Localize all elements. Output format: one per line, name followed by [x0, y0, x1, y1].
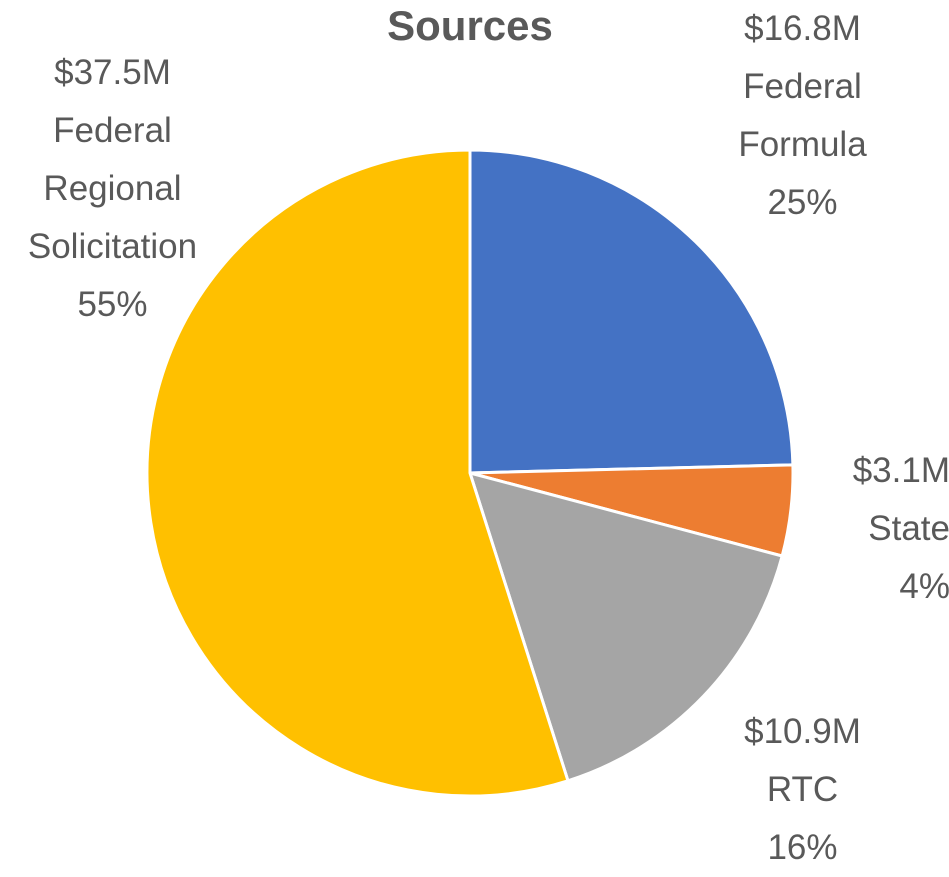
pie-slice	[468, 148, 795, 475]
percent-label: 25%	[767, 183, 838, 222]
category-label: Federal Formula	[738, 67, 867, 164]
data-label: $3.1M State 4%	[790, 442, 949, 616]
category-label: RTC	[766, 770, 839, 809]
pie-slice	[468, 471, 784, 783]
category-label: Federal Regional Solicitation	[27, 111, 198, 266]
value-label: $16.8M	[744, 9, 861, 48]
data-label: $16.8M Federal Formula 25%	[690, 0, 915, 232]
value-label: $37.5M	[54, 53, 171, 92]
value-label: $10.9M	[744, 712, 861, 751]
pie-slice	[145, 148, 570, 798]
category-label: State	[868, 509, 949, 548]
data-label: $10.9M RTC 16%	[700, 703, 905, 877]
chart-title: Sources	[387, 2, 553, 49]
percent-label: 4%	[899, 567, 949, 606]
percent-label: 16%	[767, 828, 838, 867]
data-label: $37.5M Federal Regional Solicitation 55%	[0, 44, 225, 334]
value-label: $3.1M	[852, 451, 949, 490]
percent-label: 55%	[77, 285, 148, 324]
